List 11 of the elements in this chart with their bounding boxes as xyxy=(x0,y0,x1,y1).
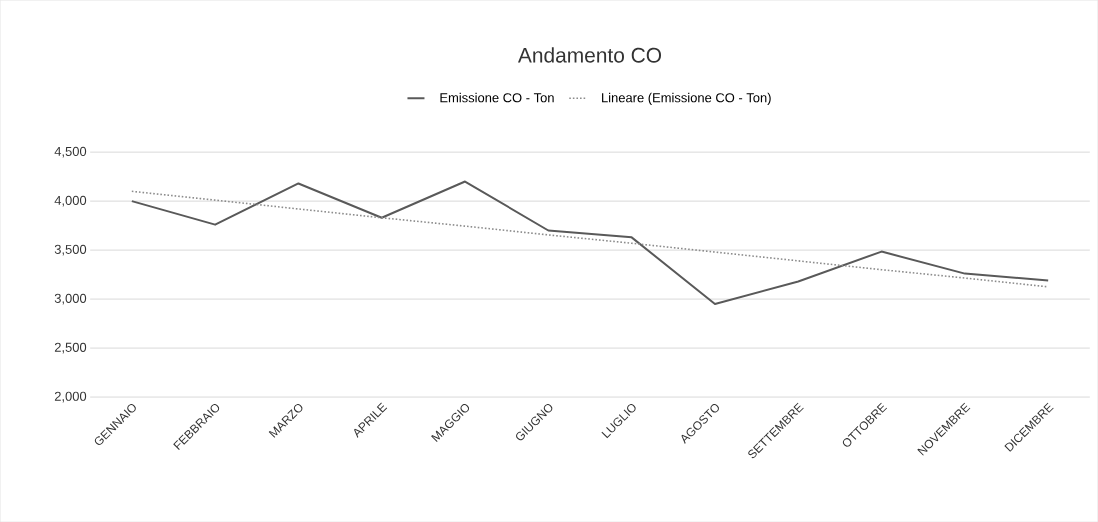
line-series xyxy=(131,190,1049,288)
y-tick-label: 3,000 xyxy=(54,293,87,305)
y-tick-label: 4,000 xyxy=(54,195,87,207)
line-series xyxy=(130,180,1050,305)
y-tick-label: 2,000 xyxy=(54,391,87,403)
legend-label: Emissione CO - Ton xyxy=(440,92,554,103)
legend-label: Lineare (Emissione CO - Ton) xyxy=(602,92,771,105)
y-tick-label: 2,500 xyxy=(54,342,87,354)
y-tick-label: 3,500 xyxy=(54,244,87,256)
chart-title: Andamento CO xyxy=(517,47,662,63)
y-tick-label: 4,500 xyxy=(54,146,87,158)
